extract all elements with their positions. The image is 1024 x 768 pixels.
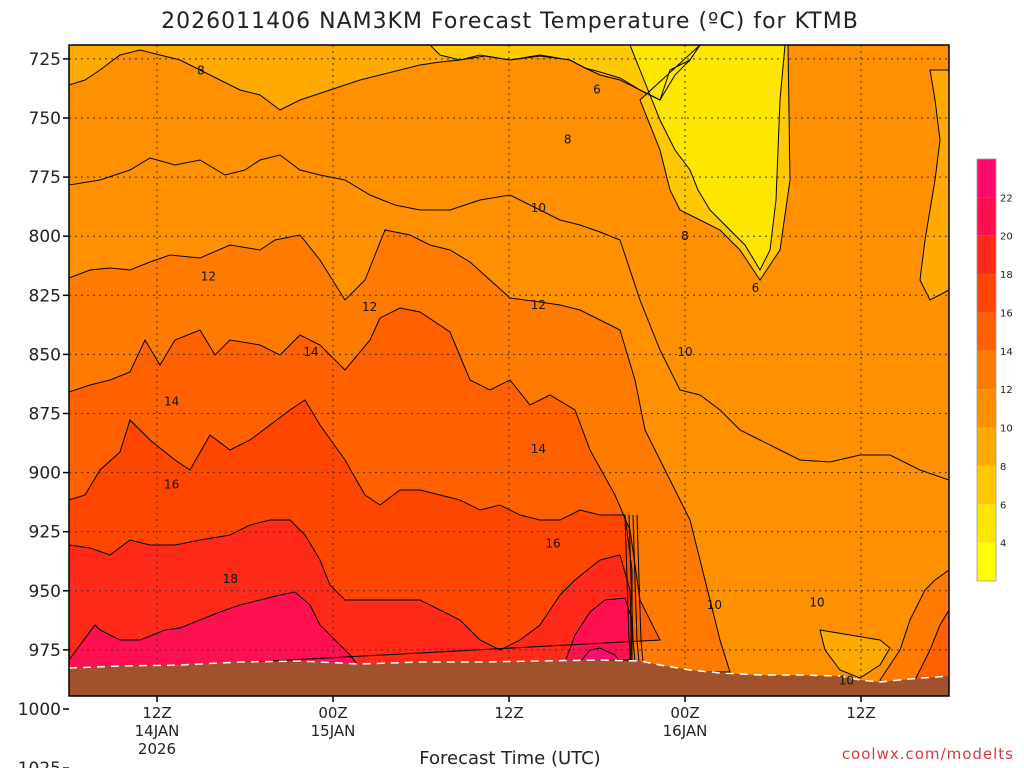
contour-label-3: 10 xyxy=(531,201,546,215)
front-contour-0 xyxy=(624,514,632,663)
contour-label-12: 14 xyxy=(531,442,546,456)
contour-label-1: 6 xyxy=(593,83,601,97)
credit-text: coolwx.com/modelts xyxy=(842,745,1014,763)
colorbar-segment-8 xyxy=(977,235,996,275)
colorbar-label-8: 8 xyxy=(1000,462,1006,473)
band-14-16-contour xyxy=(69,307,661,673)
y-tick-label-925: 925 xyxy=(29,523,61,543)
x-tick-label-48-1: 00Z xyxy=(670,704,699,722)
colorbar-segment-9 xyxy=(977,197,996,236)
y-tick-label-800: 800 xyxy=(29,227,61,247)
y-tick-label-750: 750 xyxy=(29,109,61,129)
x-axis-label: Forecast Time (UTC) xyxy=(419,748,600,768)
front-contour-3 xyxy=(636,514,644,663)
contour-label-14: 16 xyxy=(545,537,560,551)
colorbar-label-4: 4 xyxy=(1000,539,1006,550)
ground-fill xyxy=(69,660,949,696)
y-tick-label-850: 850 xyxy=(29,345,61,365)
colorbar-label-14: 14 xyxy=(1000,347,1013,358)
colorbar-segment-7 xyxy=(977,274,996,313)
colorbar-segment-1 xyxy=(977,504,996,543)
y-tick-label-975: 975 xyxy=(29,641,61,661)
y-tick-label-775: 775 xyxy=(29,168,61,188)
contour-label-2: 8 xyxy=(564,132,572,146)
colorbar-segment-2 xyxy=(977,465,996,505)
contour-lines xyxy=(69,45,949,696)
colorbar-segment-6 xyxy=(977,312,996,351)
front-contour-1 xyxy=(628,514,636,663)
colorbar-label-16: 16 xyxy=(1000,308,1013,319)
x-tick-label-12-2: 14JAN xyxy=(135,722,180,740)
colorbar-segment-5 xyxy=(977,350,996,390)
band-4-6-contour xyxy=(629,45,786,272)
contour-label-4: 8 xyxy=(681,229,689,243)
band-22-24 xyxy=(580,648,620,662)
colorbar-segment-3 xyxy=(977,427,996,466)
grid-lines xyxy=(69,45,949,696)
colorbar: 4 6 8 10 12 14 16 18 20 22 xyxy=(976,158,1013,582)
y-tick-label-950: 950 xyxy=(29,582,61,602)
x-tick-label-24-1: 00Z xyxy=(318,704,347,722)
contour-label-10: 10 xyxy=(677,345,692,359)
contour-label-17: 10 xyxy=(809,596,824,610)
band-6-8-contour xyxy=(429,45,791,281)
band-10-12-contour xyxy=(69,154,949,696)
contour-label-16: 10 xyxy=(707,598,722,612)
colorbar-label-22: 22 xyxy=(1000,193,1013,204)
x-tick-label-48-2: 16JAN xyxy=(663,722,708,740)
x-tick-label-12-3: 2026 xyxy=(138,740,176,758)
band-16-18-contour xyxy=(69,399,633,673)
colorbar-segment-10 xyxy=(977,159,996,198)
band-20-22 xyxy=(69,592,632,672)
contour-label-13: 16 xyxy=(164,477,179,491)
y-tick-label-1025: 1025 xyxy=(18,759,61,768)
contour-label-9: 14 xyxy=(303,345,318,359)
contour-label-0: 8 xyxy=(197,64,205,78)
band-8-10-contour xyxy=(69,45,949,301)
colorbar-frame xyxy=(976,158,997,582)
band-18-20-contour xyxy=(69,519,633,673)
x-tick-label-24-2: 15JAN xyxy=(311,722,356,740)
contour-label-18: 10 xyxy=(839,674,854,688)
y-tick-label-900: 900 xyxy=(29,464,61,484)
contour-label-7: 12 xyxy=(531,298,546,312)
colorbar-label-12: 12 xyxy=(1000,385,1013,396)
contour-label-11: 14 xyxy=(164,395,179,409)
y-tick-label-1000: 1000 xyxy=(18,700,61,720)
ground-terrain xyxy=(69,659,949,696)
x-tick-label-60-1: 12Z xyxy=(846,704,875,722)
colorbar-segment-0 xyxy=(977,542,996,581)
colorbar-label-6: 6 xyxy=(1000,500,1006,511)
contour-label-6: 12 xyxy=(362,300,377,314)
y-tick-label-725: 725 xyxy=(29,50,61,70)
x-tick-label-36-1: 12Z xyxy=(494,704,523,722)
cool-pocket xyxy=(819,629,891,679)
contour-label-8: 6 xyxy=(752,281,760,295)
x-tick-label-12-1: 12Z xyxy=(142,704,171,722)
colorbar-label-18: 18 xyxy=(1000,270,1013,281)
contour-label-5: 12 xyxy=(201,269,216,283)
chart-title: 2026011406 NAM3KM Forecast Temperature (… xyxy=(161,9,859,34)
band-right-14-16 xyxy=(914,609,949,696)
front-contour-2 xyxy=(632,514,640,663)
y-axis: 725 750 775 800 825 850 875 900 925 950 975 1000 102… xyxy=(18,50,69,768)
colorbar-segment-4 xyxy=(977,389,996,428)
band-12-14-contour xyxy=(69,229,731,673)
colorbar-label-10: 10 xyxy=(1000,424,1013,435)
y-tick-label-825: 825 xyxy=(29,286,61,306)
ground-edge xyxy=(69,659,949,683)
contour-label-15: 18 xyxy=(223,572,238,586)
colorbar-label-20: 20 xyxy=(1000,232,1013,243)
band-4-6 xyxy=(630,45,785,270)
y-tick-label-875: 875 xyxy=(29,405,61,425)
